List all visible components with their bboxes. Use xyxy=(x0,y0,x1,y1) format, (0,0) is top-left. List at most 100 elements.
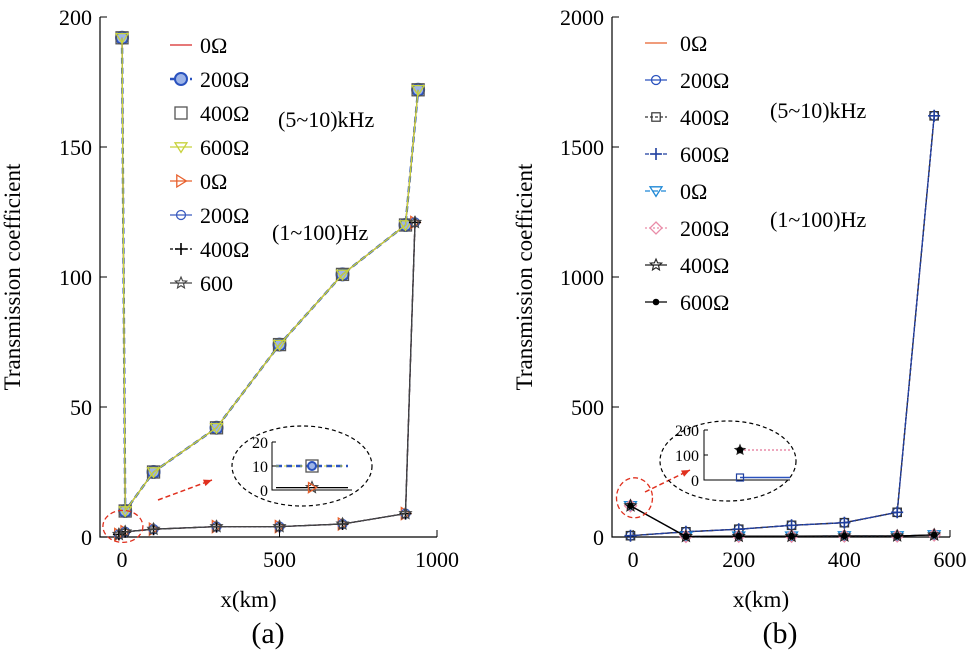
inset-ellipse xyxy=(231,425,373,507)
legend-item: 600Ω xyxy=(645,142,729,167)
zoom-inset: 0 100 200 xyxy=(659,420,797,502)
series-line xyxy=(630,115,935,537)
data-point xyxy=(272,519,287,533)
x-axis-label: x(km) xyxy=(733,587,789,612)
legend-label: 0Ω xyxy=(200,169,227,194)
y-tick-label: 0 xyxy=(593,525,604,550)
y-tick-label: 1500 xyxy=(560,135,604,160)
inset-tick-label: 20 xyxy=(252,435,268,452)
data-point xyxy=(891,506,904,519)
legend-marker xyxy=(173,275,189,290)
legend-item: 0Ω xyxy=(645,179,707,204)
legend-item: 0Ω xyxy=(645,31,707,56)
inset-upper-dot xyxy=(736,446,744,454)
inset-lower-marker-tri xyxy=(307,481,318,494)
data-point xyxy=(624,529,637,542)
data-point xyxy=(410,84,426,97)
legend-label: 400Ω xyxy=(680,253,729,278)
legend-marker xyxy=(174,72,188,86)
legend-marker xyxy=(174,106,188,120)
legend-item: 200Ω xyxy=(645,68,729,93)
inset-tick-label: 200 xyxy=(675,423,699,440)
legend-item: 200Ω xyxy=(645,216,729,241)
x-axis-label: x(km) xyxy=(220,587,276,612)
group-annotation: (1~100)Hz xyxy=(272,220,368,245)
legend-marker xyxy=(651,112,661,122)
series-line xyxy=(630,115,935,537)
legend-marker xyxy=(649,221,663,235)
data-point xyxy=(335,516,350,531)
series-8 xyxy=(627,502,938,540)
series-3 xyxy=(625,110,939,541)
callout-arrowhead xyxy=(203,479,212,487)
axes-frame xyxy=(99,17,437,538)
legend-marker xyxy=(648,257,664,272)
data-point xyxy=(788,532,795,540)
inset-upper-marker-circle xyxy=(307,461,317,471)
data-point xyxy=(114,32,130,45)
x-tick-label: 0 xyxy=(117,547,128,572)
inset-tick-label: 0 xyxy=(260,483,268,500)
callout-ellipse xyxy=(102,509,144,544)
inset-lower-marker xyxy=(735,473,745,482)
legend-marker xyxy=(175,209,187,221)
legend-label: 600 xyxy=(200,271,233,296)
data-point xyxy=(407,214,423,229)
x-tick-label: 200 xyxy=(722,547,755,572)
data-point xyxy=(398,220,413,232)
x-tick-label: 1000 xyxy=(415,547,459,572)
data-point xyxy=(893,532,901,540)
y-tick-label: 0 xyxy=(81,525,92,550)
data-point xyxy=(627,502,634,510)
legend-marker xyxy=(175,243,187,255)
legend-item: 400Ω xyxy=(174,101,249,126)
legend-label: 0Ω xyxy=(680,31,707,56)
legend-marker xyxy=(173,142,189,154)
y-tick-label: 1000 xyxy=(560,265,604,290)
group-annotation: (1~100)Hz xyxy=(770,207,866,232)
legend-label: 200Ω xyxy=(680,68,729,93)
y-tick-label: 100 xyxy=(59,265,92,290)
data-point xyxy=(146,467,161,479)
x-tick-label: 500 xyxy=(263,547,296,572)
legend-label: 600Ω xyxy=(680,142,729,167)
series-2 xyxy=(115,30,426,518)
y-axis-label: Transmission coefficient xyxy=(512,163,537,390)
series-line xyxy=(630,115,935,537)
legend-marker xyxy=(648,186,664,198)
legend-item: 600Ω xyxy=(170,135,249,160)
y-axis-label: Transmission coefficient xyxy=(0,163,25,390)
legend-item: 200Ω xyxy=(170,67,249,92)
y-tick-label: 150 xyxy=(59,135,92,160)
series-1 xyxy=(630,115,935,537)
data-point xyxy=(841,532,848,540)
inset-tick-label: 10 xyxy=(252,459,268,476)
x-tick-label: 400 xyxy=(828,547,861,572)
legend-item: 600Ω xyxy=(645,290,729,315)
callout-arrow xyxy=(644,469,691,493)
series-line xyxy=(121,37,419,513)
data-point xyxy=(735,532,743,540)
legend-label: 600Ω xyxy=(200,135,249,160)
legend-item: 600 xyxy=(170,271,233,296)
inset-axes xyxy=(703,430,790,481)
legend-label: 400Ω xyxy=(200,101,249,126)
group-annotation: (5~10)kHz xyxy=(770,98,866,123)
x-tick-label: 0 xyxy=(628,547,639,572)
data-point xyxy=(111,526,126,541)
y-tick-label: 500 xyxy=(571,395,604,420)
series-8 xyxy=(111,214,423,541)
legend-label: 400Ω xyxy=(200,237,249,262)
panel-label: (a) xyxy=(251,617,284,650)
legend-item: 400Ω xyxy=(645,105,729,130)
legend: 0Ω 200Ω 400Ω 600Ω 0Ω 200Ω 400Ω 600Ω xyxy=(645,31,729,315)
legend-label: 0Ω xyxy=(200,33,227,58)
inset-upper-marker xyxy=(305,459,319,473)
legend-label: 600Ω xyxy=(680,290,729,315)
data-point xyxy=(146,521,161,536)
legend-marker xyxy=(176,173,188,189)
callout-arrow xyxy=(157,479,213,501)
legend-label: 200Ω xyxy=(680,216,729,241)
